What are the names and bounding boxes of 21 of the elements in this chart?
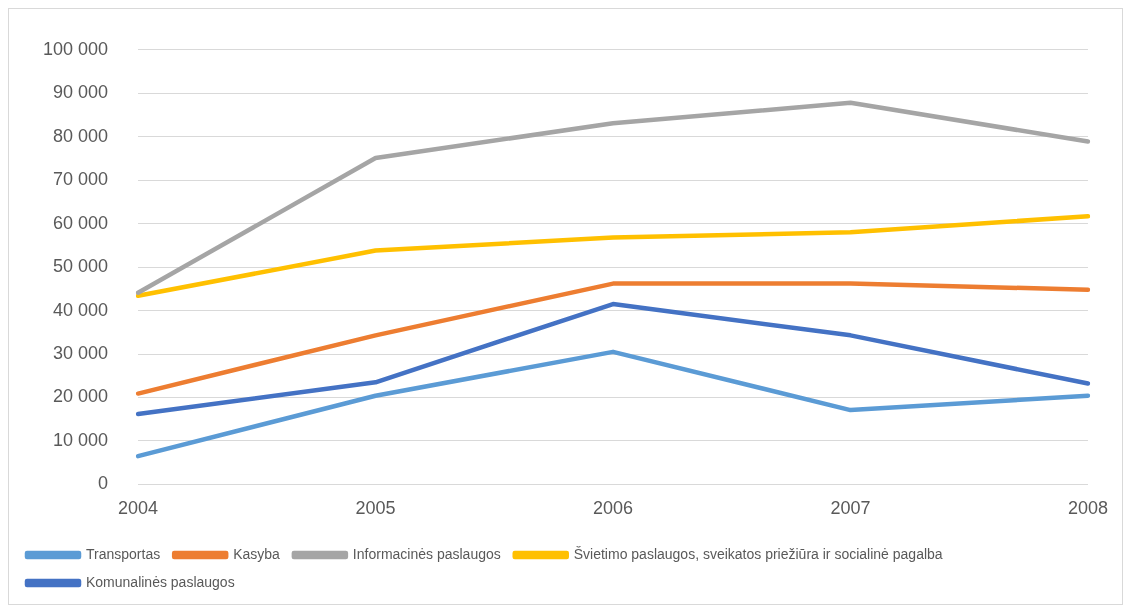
- legend-label: Transportas: [86, 545, 161, 562]
- x-tick-label: 2005: [355, 498, 396, 519]
- legend-label: Informacinės paslaugos: [352, 545, 501, 562]
- x-tick-label: 2004: [118, 498, 159, 519]
- y-tick-label: 30 000: [53, 342, 109, 363]
- y-tick-label: 70 000: [53, 169, 109, 190]
- y-tick-label: 20 000: [53, 386, 109, 407]
- legend-label: Švietimo paslaugos, sveikatos priežiūra ir socialinė pagalba: [573, 545, 943, 562]
- y-tick-label: 0: [98, 473, 109, 494]
- x-tick-label: 2006: [593, 498, 634, 519]
- y-tick-label: 50 000: [53, 256, 109, 277]
- legend-label: Komunalinės paslaugos: [86, 573, 235, 590]
- y-tick-label: 60 000: [53, 212, 109, 233]
- legend-label: Kasyba: [233, 545, 281, 562]
- y-tick-label: 80 000: [53, 125, 109, 146]
- y-tick-label: 10 000: [53, 429, 109, 450]
- x-tick-label: 2007: [830, 498, 871, 519]
- y-tick-label: 90 000: [53, 82, 109, 103]
- x-tick-label: 2008: [1067, 498, 1108, 519]
- y-tick-label: 40 000: [53, 299, 109, 320]
- y-tick-label: 100 000: [42, 38, 109, 59]
